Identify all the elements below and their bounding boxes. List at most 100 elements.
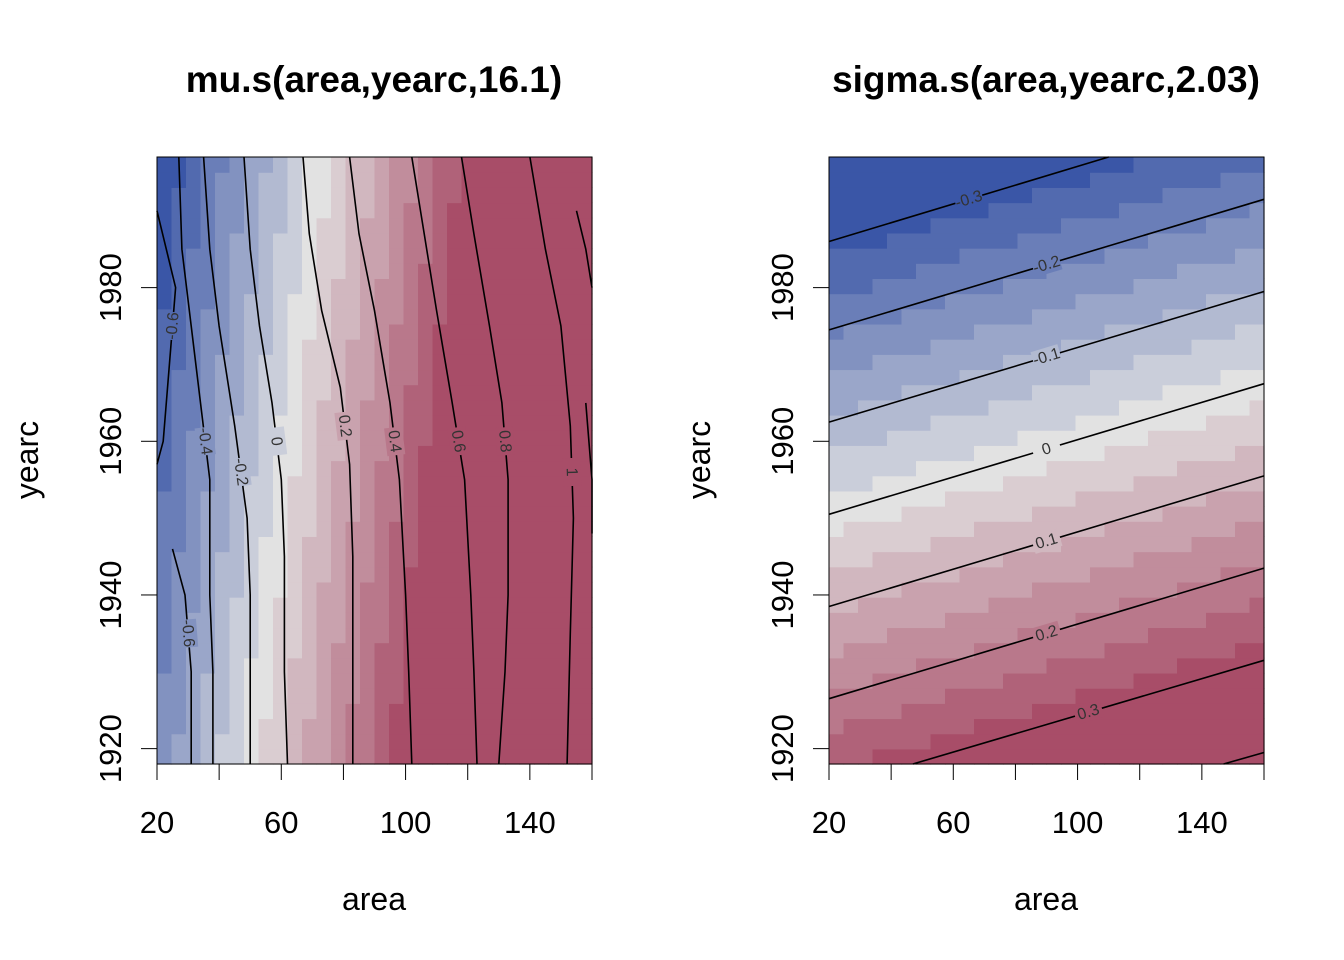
- heatmap-cell: [829, 308, 845, 325]
- heatmap-cell: [1075, 263, 1091, 280]
- heatmap-cell: [945, 672, 961, 689]
- heatmap-cell: [476, 323, 492, 340]
- heatmap-cell: [258, 581, 274, 598]
- heatmap-cell: [1090, 323, 1106, 340]
- heatmap-cell: [1046, 733, 1062, 750]
- heatmap-cell: [1104, 703, 1120, 720]
- heatmap-cell: [1046, 232, 1062, 249]
- heatmap-cell: [1090, 733, 1106, 750]
- heatmap-cell: [403, 506, 419, 522]
- heatmap-cell: [360, 339, 376, 355]
- heatmap-cell: [476, 384, 492, 401]
- heatmap-cell: [476, 460, 492, 477]
- heatmap-cell: [171, 232, 187, 249]
- heatmap-cell: [843, 369, 859, 386]
- heatmap-cell: [829, 506, 845, 522]
- heatmap-cell: [374, 157, 390, 173]
- heatmap-cell: [461, 536, 477, 553]
- heatmap-cell: [1235, 703, 1251, 720]
- heatmap-cell: [171, 384, 187, 401]
- heatmap-cell: [930, 187, 946, 204]
- heatmap-cell: [1148, 172, 1164, 188]
- heatmap-cell: [1191, 232, 1207, 249]
- heatmap-cell: [829, 248, 845, 264]
- heatmap-cell: [577, 490, 593, 507]
- heatmap-cell: [945, 278, 961, 295]
- heatmap-cell: [1206, 566, 1222, 583]
- heatmap-cell: [345, 339, 361, 355]
- heatmap-cell: [959, 445, 975, 462]
- heatmap-cell: [534, 551, 550, 568]
- heatmap-cell: [534, 323, 550, 340]
- heatmap-cell: [1075, 733, 1091, 750]
- heatmap-cell: [1220, 445, 1236, 462]
- heatmap-cell: [490, 748, 506, 765]
- heatmap-cell: [872, 597, 888, 613]
- heatmap-cell: [1075, 414, 1091, 431]
- heatmap-cell: [1206, 157, 1222, 173]
- heatmap-cell: [829, 278, 845, 295]
- heatmap-cell: [1235, 581, 1251, 598]
- heatmap-cell: [1220, 157, 1236, 173]
- heatmap-cell: [1090, 399, 1106, 416]
- heatmap-cell: [1206, 384, 1222, 401]
- heatmap-cell: [389, 157, 405, 173]
- heatmap-cell: [1090, 642, 1106, 659]
- heatmap-cell: [374, 703, 390, 720]
- heatmap-cell: [244, 232, 260, 249]
- heatmap-cell: [215, 460, 231, 477]
- heatmap-cell: [1220, 536, 1236, 553]
- heatmap-cell: [916, 202, 932, 219]
- heatmap-cell: [432, 232, 448, 249]
- heatmap-cell: [829, 703, 845, 720]
- heatmap-cell: [858, 642, 874, 659]
- heatmap-cell: [186, 278, 202, 295]
- heatmap-cell: [945, 232, 961, 249]
- heatmap-cell: [930, 354, 946, 371]
- heatmap-cell: [945, 369, 961, 386]
- heatmap-cell: [519, 688, 535, 704]
- heatmap-cell: [389, 597, 405, 613]
- heatmap-cell: [1003, 202, 1019, 219]
- heatmap-cell: [1119, 172, 1135, 188]
- heatmap-cell: [287, 657, 303, 674]
- heatmap-cell: [360, 217, 376, 234]
- heatmap-cell: [843, 323, 859, 340]
- heatmap-cell: [360, 581, 376, 598]
- heatmap-cell: [930, 581, 946, 598]
- heatmap-cell: [215, 581, 231, 598]
- heatmap-cell: [1046, 490, 1062, 507]
- heatmap-cell: [843, 490, 859, 507]
- heatmap-cell: [490, 597, 506, 613]
- heatmap-cell: [534, 202, 550, 219]
- heatmap-cell: [1162, 248, 1178, 264]
- heatmap-cell: [1235, 642, 1251, 659]
- heatmap-cell: [829, 263, 845, 280]
- heatmap-cell: [843, 612, 859, 629]
- heatmap-cell: [461, 612, 477, 629]
- heatmap-cell: [548, 384, 564, 401]
- heatmap-cell: [200, 308, 216, 325]
- heatmap-cell: [1032, 202, 1048, 219]
- heatmap-cell: [1148, 308, 1164, 325]
- heatmap-cell: [1133, 339, 1149, 355]
- contour-label-bg: [952, 186, 985, 212]
- contour-line: [529, 156, 575, 765]
- heatmap-cell: [403, 460, 419, 477]
- heatmap-cell: [273, 475, 289, 492]
- heatmap-cell: [1148, 232, 1164, 249]
- heatmap-cell: [403, 384, 419, 401]
- heatmap-cell: [1249, 263, 1265, 280]
- heatmap-cell: [360, 430, 376, 446]
- heatmap-cell: [563, 581, 579, 598]
- heatmap-cell: [843, 430, 859, 446]
- heatmap-cell: [1075, 672, 1091, 689]
- heatmap-cell: [1075, 521, 1091, 537]
- heatmap-cell: [345, 278, 361, 295]
- heatmap-cell: [273, 232, 289, 249]
- heatmap-cell: [331, 157, 347, 173]
- heatmap-cell: [403, 202, 419, 219]
- heatmap-cell: [829, 566, 845, 583]
- heatmap-cell: [872, 475, 888, 492]
- heatmap-cell: [1075, 748, 1091, 765]
